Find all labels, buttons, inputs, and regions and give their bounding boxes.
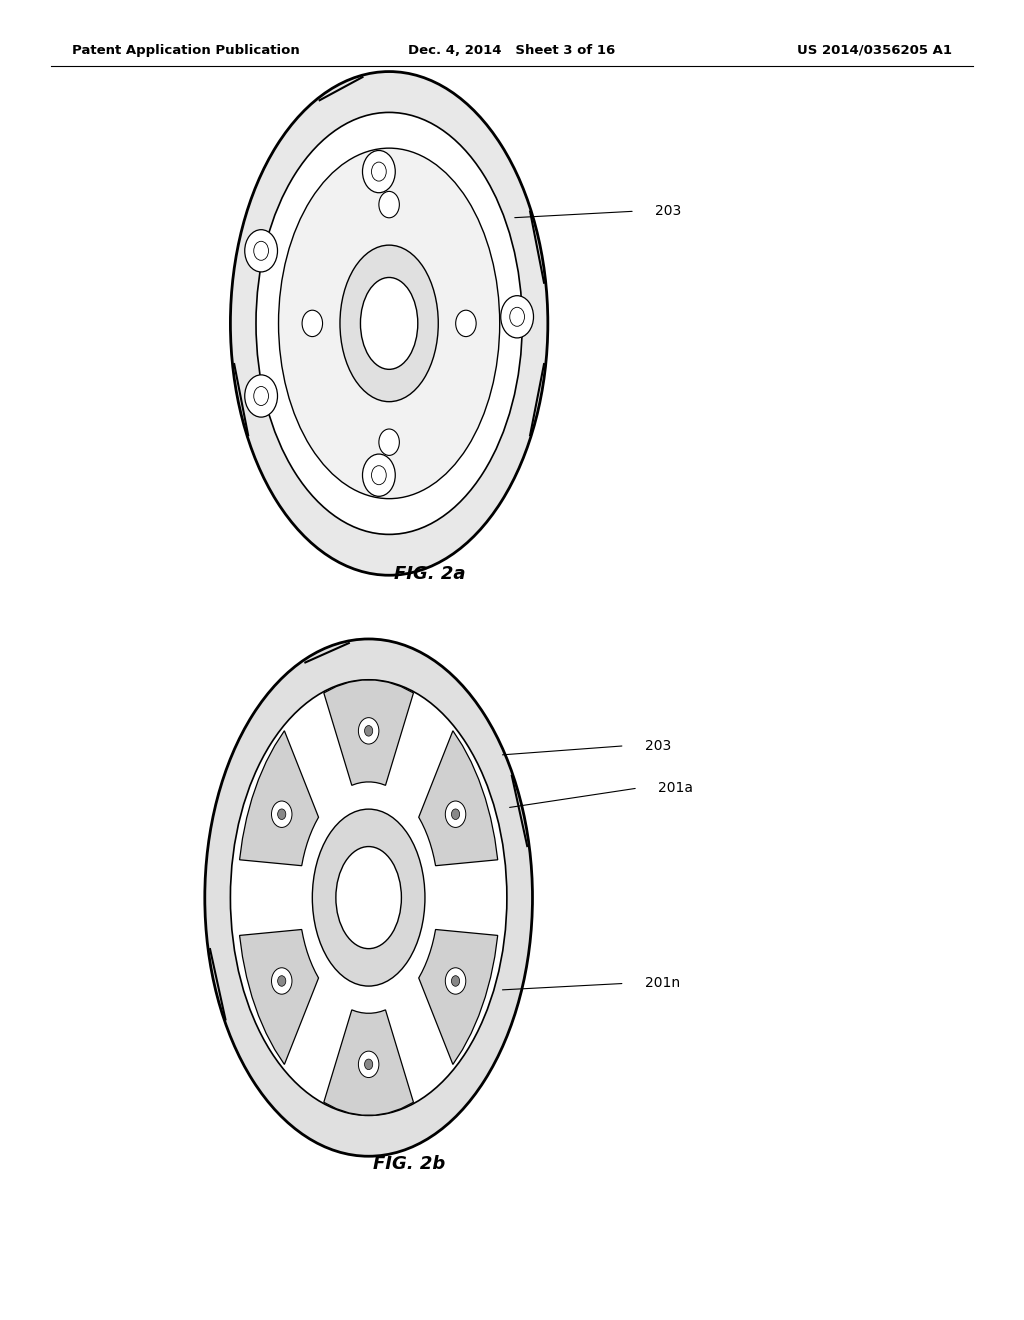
Ellipse shape (360, 277, 418, 370)
Ellipse shape (336, 846, 401, 949)
Text: Patent Application Publication: Patent Application Publication (72, 44, 299, 57)
Text: 201n: 201n (645, 977, 680, 990)
Ellipse shape (379, 429, 399, 455)
Ellipse shape (254, 387, 268, 405)
Polygon shape (240, 731, 318, 866)
Ellipse shape (340, 246, 438, 401)
Text: 203: 203 (655, 205, 682, 218)
Ellipse shape (279, 148, 500, 499)
Ellipse shape (312, 809, 425, 986)
Ellipse shape (245, 375, 278, 417)
Ellipse shape (205, 639, 532, 1156)
Polygon shape (324, 680, 414, 785)
Polygon shape (240, 929, 318, 1064)
Ellipse shape (245, 230, 278, 272)
Text: 201a: 201a (658, 781, 693, 795)
Text: FIG. 2a: FIG. 2a (394, 565, 466, 583)
Ellipse shape (365, 726, 373, 737)
Polygon shape (419, 731, 498, 866)
Ellipse shape (510, 308, 524, 326)
Ellipse shape (254, 242, 268, 260)
Ellipse shape (358, 718, 379, 744)
Ellipse shape (271, 968, 292, 994)
Ellipse shape (452, 809, 460, 820)
Ellipse shape (445, 801, 466, 828)
Ellipse shape (452, 975, 460, 986)
Polygon shape (419, 929, 498, 1064)
Ellipse shape (302, 310, 323, 337)
Ellipse shape (501, 296, 534, 338)
Ellipse shape (358, 1051, 379, 1077)
Ellipse shape (362, 454, 395, 496)
Ellipse shape (365, 1059, 373, 1069)
Ellipse shape (445, 968, 466, 994)
Polygon shape (324, 1010, 414, 1115)
Text: FIG. 2b: FIG. 2b (374, 1155, 445, 1173)
Ellipse shape (362, 150, 395, 193)
Text: Dec. 4, 2014   Sheet 3 of 16: Dec. 4, 2014 Sheet 3 of 16 (409, 44, 615, 57)
Ellipse shape (278, 975, 286, 986)
Ellipse shape (372, 162, 386, 181)
Ellipse shape (278, 809, 286, 820)
Ellipse shape (271, 801, 292, 828)
Text: US 2014/0356205 A1: US 2014/0356205 A1 (798, 44, 952, 57)
Ellipse shape (230, 71, 548, 576)
Ellipse shape (372, 466, 386, 484)
Ellipse shape (230, 680, 507, 1115)
Text: 203: 203 (645, 739, 672, 752)
Ellipse shape (256, 112, 522, 535)
Ellipse shape (379, 191, 399, 218)
Ellipse shape (456, 310, 476, 337)
